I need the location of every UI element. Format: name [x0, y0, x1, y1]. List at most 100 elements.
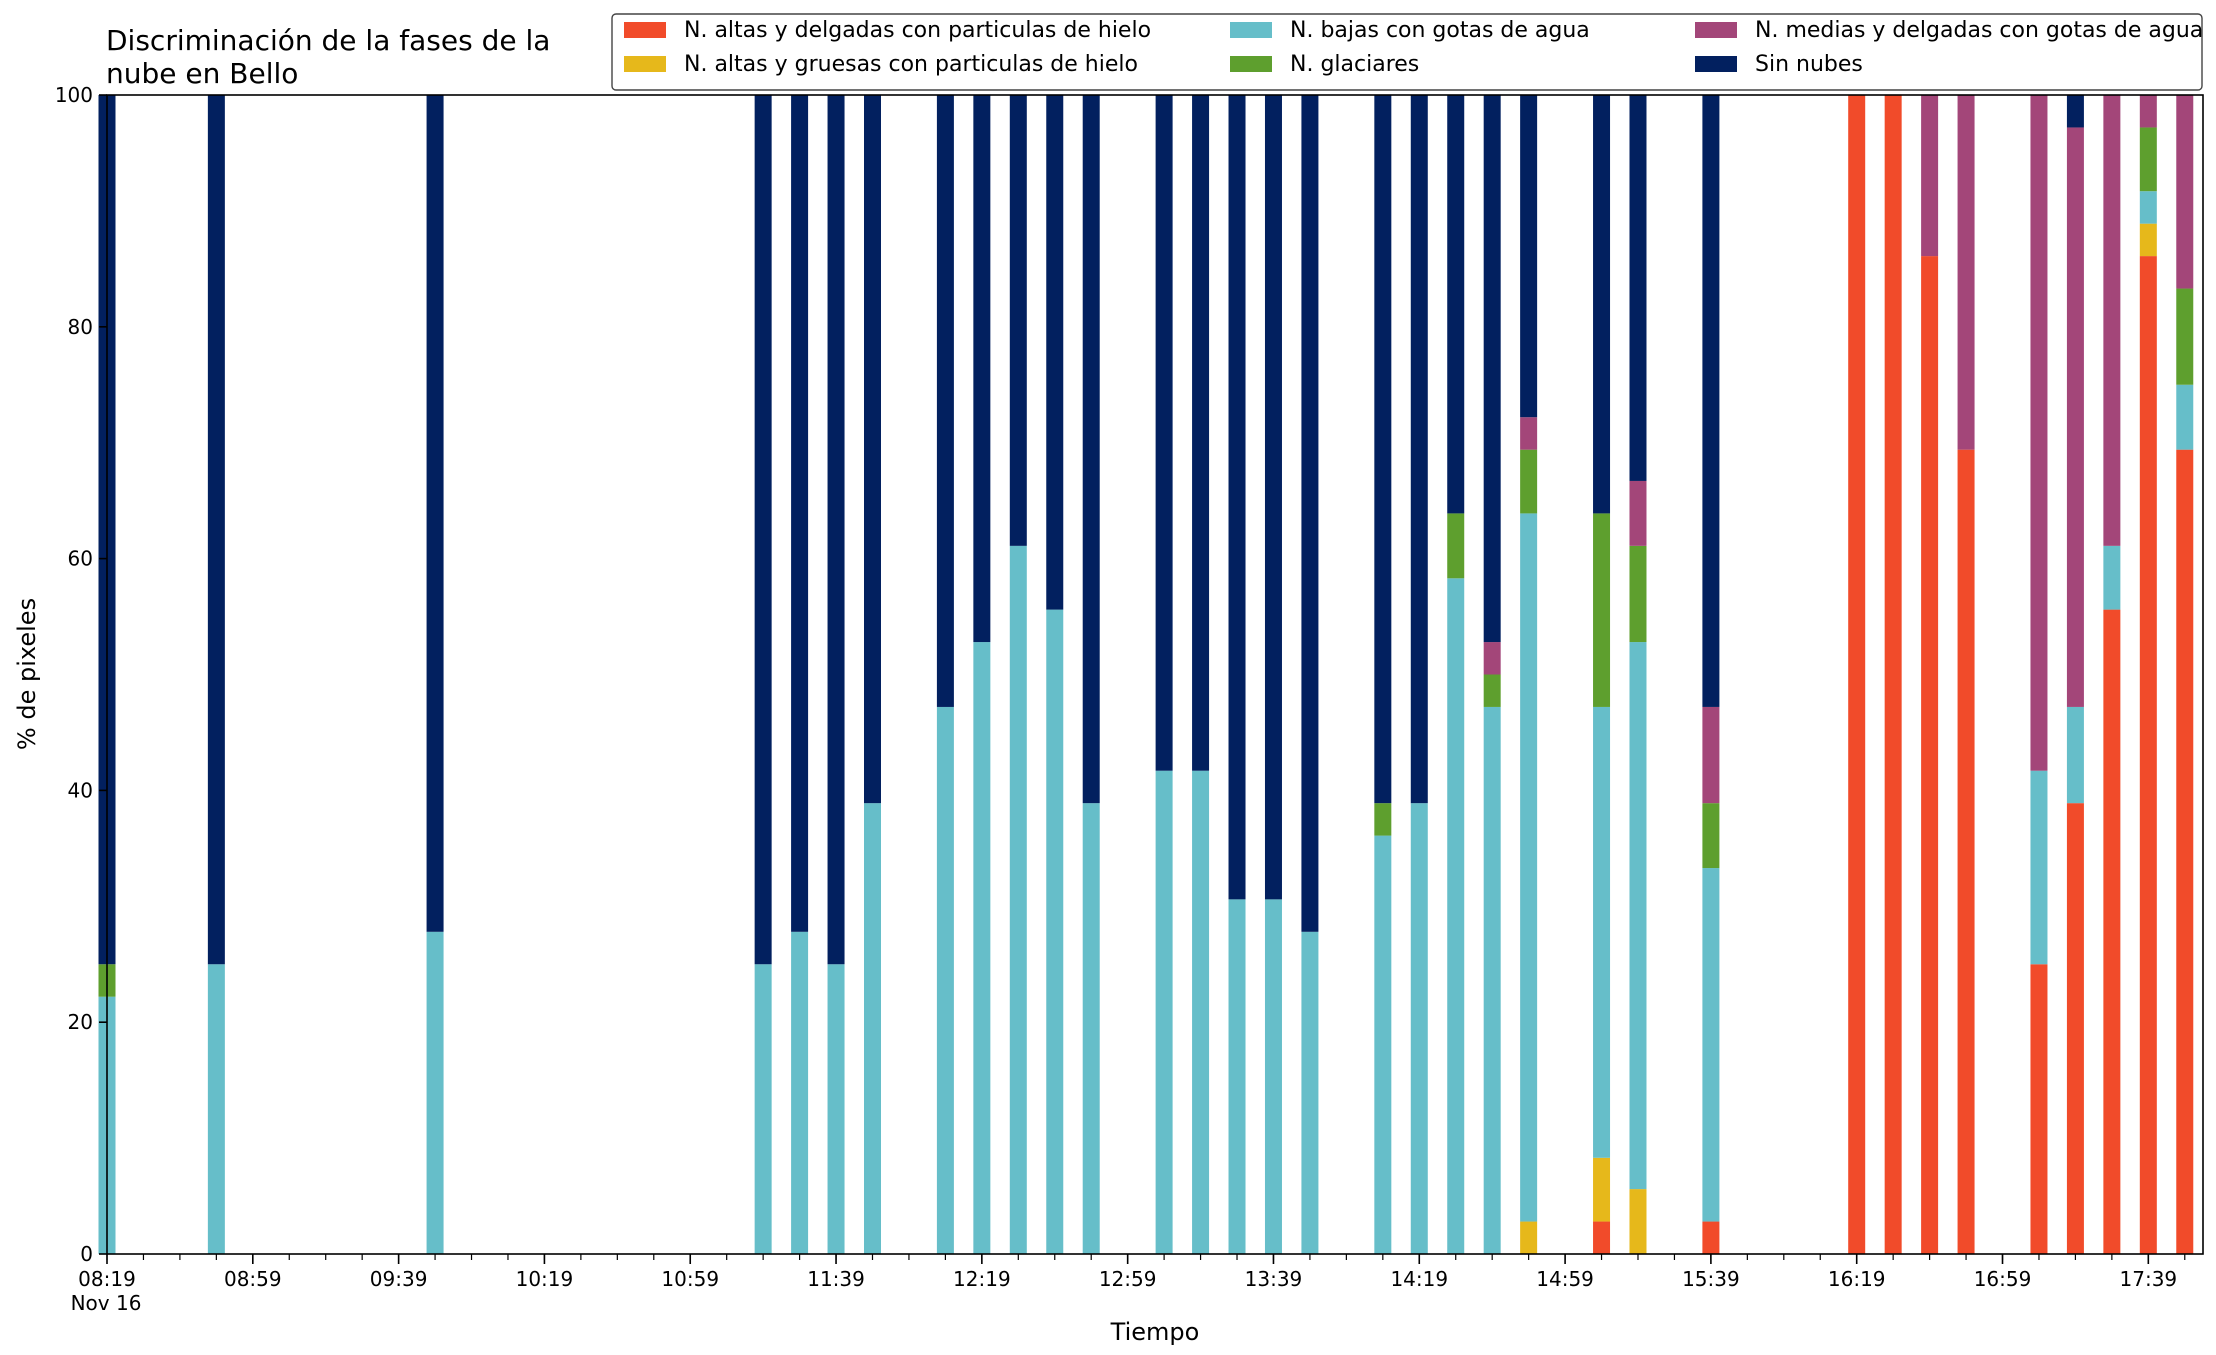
- x-tick-label-0: 08:19: [78, 1267, 136, 1291]
- legend-label-3: N. glaciares: [1290, 52, 1419, 77]
- bar-segment-7-5: [936, 95, 954, 707]
- bar-segment-32-2: [2139, 191, 2157, 224]
- bar-segment-30-4: [2066, 127, 2084, 707]
- x-tick-label-9: 14:19: [1390, 1267, 1448, 1291]
- bar-segment-24-0: [1702, 1221, 1720, 1254]
- chart-title-line-1: Discriminación de la fases de la: [106, 24, 550, 57]
- bar-segment-18-5: [1410, 95, 1428, 804]
- bar-segment-30-5: [2066, 95, 2084, 128]
- bar-segment-32-0: [2139, 256, 2157, 1255]
- y-tick-label-2: 40: [68, 778, 93, 802]
- bar-segment-24-4: [1702, 706, 1720, 804]
- bar-segment-23-5: [1629, 95, 1647, 481]
- bar-segment-2-5: [426, 95, 444, 932]
- x-tick-label-10: 14:59: [1536, 1267, 1594, 1291]
- x-tick-date-label: Nov 16: [71, 1291, 142, 1315]
- bar-segment-23-2: [1629, 642, 1647, 1190]
- bar-segment-19-3: [1447, 513, 1465, 579]
- legend-swatch-3: [1230, 56, 1272, 72]
- x-axis-title: Tiempo: [1110, 1318, 1200, 1346]
- bar-segment-11-5: [1082, 95, 1100, 804]
- bar-segment-24-3: [1702, 803, 1720, 869]
- bar-segment-13-5: [1192, 95, 1210, 771]
- bar-segment-3-5: [754, 95, 772, 965]
- legend-swatch-5: [1695, 56, 1737, 72]
- bar-segment-27-4: [1921, 95, 1939, 257]
- bar-segment-14-5: [1228, 95, 1246, 900]
- bars-layer: [98, 95, 2194, 1255]
- bar-segment-20-5: [1483, 95, 1501, 643]
- legend-swatch-4: [1695, 22, 1737, 38]
- bar-segment-17-5: [1374, 95, 1392, 804]
- bar-segment-13-2: [1192, 770, 1210, 1254]
- bar-segment-2-2: [426, 931, 444, 1254]
- x-tick-label-3: 10:19: [516, 1267, 574, 1291]
- legend-label-1: N. altas y gruesas con particulas de hie…: [684, 52, 1138, 77]
- bar-segment-12-2: [1155, 770, 1173, 1254]
- y-tick-label-1: 20: [68, 1010, 93, 1034]
- bar-segment-24-5: [1702, 95, 1720, 707]
- bar-segment-12-5: [1155, 95, 1173, 771]
- bar-segment-21-2: [1520, 513, 1538, 1222]
- bar-segment-17-2: [1374, 835, 1392, 1254]
- bar-segment-33-2: [2176, 384, 2194, 450]
- bar-segment-1-5: [207, 95, 225, 965]
- bar-segment-23-4: [1629, 480, 1647, 546]
- bar-segment-15-2: [1264, 899, 1282, 1254]
- bar-segment-23-3: [1629, 545, 1647, 643]
- axes-layer: 0 20 40 60 80 100 08:19 08:59 09:39 10:19 10:59 11:…: [55, 83, 2186, 1315]
- bar-segment-16-5: [1301, 95, 1319, 932]
- y-tick-label-4: 80: [68, 315, 93, 339]
- bar-segment-7-2: [936, 706, 954, 1254]
- legend-swatch-1: [624, 56, 666, 72]
- bar-segment-28-0: [1957, 449, 1975, 1254]
- bar-segment-6-2: [864, 803, 881, 1254]
- bar-segment-8-2: [973, 642, 991, 1254]
- bar-segment-11-2: [1082, 803, 1100, 1254]
- bar-segment-20-3: [1483, 674, 1501, 707]
- bar-segment-30-2: [2066, 706, 2084, 804]
- bar-segment-32-4: [2139, 95, 2157, 128]
- bar-segment-29-0: [2030, 964, 2048, 1254]
- bar-segment-21-5: [1520, 95, 1538, 418]
- bar-segment-8-5: [973, 95, 991, 643]
- bar-segment-21-3: [1520, 449, 1538, 514]
- bar-segment-20-4: [1483, 642, 1501, 675]
- x-tick-label-13: 16:59: [1974, 1267, 2032, 1291]
- bar-segment-33-3: [2176, 288, 2194, 385]
- bar-segment-10-5: [1046, 95, 1064, 610]
- y-tick-label-3: 60: [68, 547, 93, 571]
- legend-label-2: N. bajas con gotas de agua: [1290, 18, 1590, 43]
- bar-segment-4-2: [791, 931, 809, 1254]
- x-tick-label-7: 12:59: [1099, 1267, 1157, 1291]
- legend-swatch-2: [1230, 22, 1272, 38]
- bar-segment-24-2: [1702, 868, 1720, 1222]
- bar-segment-22-0: [1593, 1221, 1611, 1254]
- x-tick-label-1: 08:59: [224, 1267, 282, 1291]
- bar-segment-22-1: [1593, 1157, 1611, 1222]
- legend: N. altas y delgadas con particulas de hi…: [611, 13, 2203, 91]
- bar-segment-27-0: [1921, 256, 1939, 1255]
- x-tick-label-5: 11:39: [807, 1267, 865, 1291]
- y-tick-label-0: 0: [80, 1242, 93, 1266]
- bar-segment-29-2: [2030, 770, 2048, 965]
- bar-segment-33-0: [2176, 449, 2194, 1254]
- bar-segment-28-4: [1957, 95, 1975, 450]
- legend-label-5: Sin nubes: [1755, 52, 1863, 77]
- bar-segment-29-4: [2030, 95, 2048, 771]
- bar-segment-23-1: [1629, 1189, 1647, 1254]
- x-tick-label-14: 17:39: [2120, 1267, 2178, 1291]
- bar-segment-14-2: [1228, 899, 1246, 1254]
- plot-frame: [106, 94, 2204, 1255]
- y-tick-label-5: 100: [55, 83, 93, 107]
- legend-swatch-0: [624, 22, 666, 38]
- bar-segment-17-3: [1374, 803, 1392, 836]
- bar-segment-22-5: [1593, 95, 1611, 514]
- x-tick-label-12: 16:19: [1828, 1267, 1886, 1291]
- bar-segment-9-5: [1009, 95, 1027, 546]
- x-tick-label-8: 13:39: [1245, 1267, 1303, 1291]
- legend-label-4: N. medias y delgadas con gotas de agua: [1755, 18, 2203, 43]
- bar-segment-16-2: [1301, 931, 1319, 1254]
